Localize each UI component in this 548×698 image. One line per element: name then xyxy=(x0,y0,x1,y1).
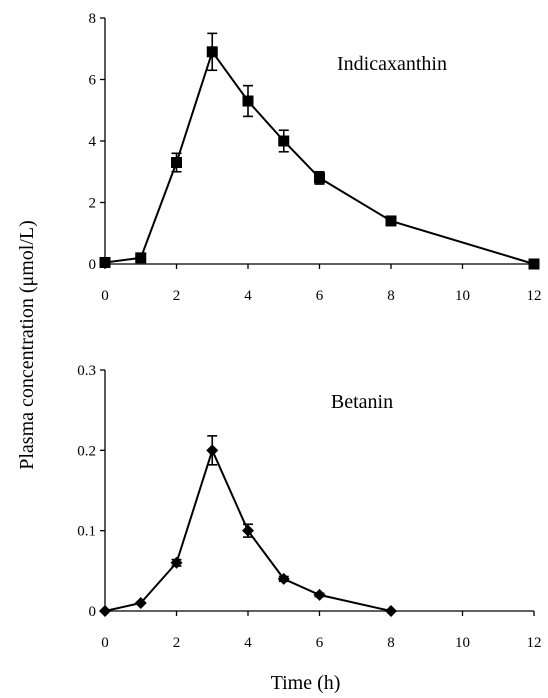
data-point xyxy=(242,524,254,537)
indicaxanthin-panel: 0 2 4 6 8 0 2 4 6 8 10 12 Indicaxanthin xyxy=(89,11,542,304)
x-tick-label: 4 xyxy=(244,635,252,651)
data-point xyxy=(99,605,111,617)
data-point xyxy=(528,258,540,270)
y-tick-label: 8 xyxy=(89,11,97,27)
data-point xyxy=(99,256,111,268)
x-tick-label: 8 xyxy=(387,288,395,304)
x-tick-label: 0 xyxy=(101,288,109,304)
data-point xyxy=(206,444,219,457)
data-point xyxy=(313,588,326,601)
data-point xyxy=(135,252,147,264)
y-tick-label: 4 xyxy=(89,134,97,150)
data-point xyxy=(170,556,183,569)
data-point xyxy=(314,172,325,184)
y-tick-label: 0 xyxy=(89,604,97,620)
x-tick-label: 8 xyxy=(387,635,395,651)
data-point xyxy=(206,46,218,58)
x-tick-label: 6 xyxy=(316,288,324,304)
y-tick-label: 0.2 xyxy=(77,443,96,459)
x-tick-label: 0 xyxy=(101,635,109,651)
panel-title: Betanin xyxy=(331,391,393,413)
betanin-panel: 0 0.1 0.2 0.3 0 2 4 6 8 10 12 Betanin Time (h) xyxy=(77,363,541,694)
y-tick-label: 0.3 xyxy=(77,363,96,379)
y-tick-label: 0 xyxy=(89,257,97,273)
shared-y-axis-label: Plasma concentration (μmol/L) xyxy=(16,220,38,470)
x-tick-label: 2 xyxy=(173,288,181,304)
x-tick-label: 10 xyxy=(455,635,470,651)
data-point xyxy=(278,135,290,147)
series-line xyxy=(104,447,392,612)
x-axis-label: Time (h) xyxy=(271,672,341,694)
x-tick-label: 10 xyxy=(455,288,470,304)
x-tick-label: 12 xyxy=(527,288,542,304)
x-tick-label: 2 xyxy=(173,635,181,651)
y-tick-label: 2 xyxy=(89,196,97,212)
data-point xyxy=(385,215,397,227)
x-tick-label: 12 xyxy=(527,635,542,651)
panel-title: Indicaxanthin xyxy=(337,53,447,75)
data-point xyxy=(385,605,397,617)
data-point xyxy=(277,572,290,585)
y-tick-label: 6 xyxy=(89,73,97,89)
x-tick-label: 6 xyxy=(316,635,324,651)
data-point xyxy=(242,95,254,107)
series-line xyxy=(104,49,535,265)
y-tick-label: 0.1 xyxy=(77,524,96,540)
data-point xyxy=(134,596,147,609)
data-point xyxy=(171,157,182,169)
x-tick-label: 4 xyxy=(244,288,252,304)
